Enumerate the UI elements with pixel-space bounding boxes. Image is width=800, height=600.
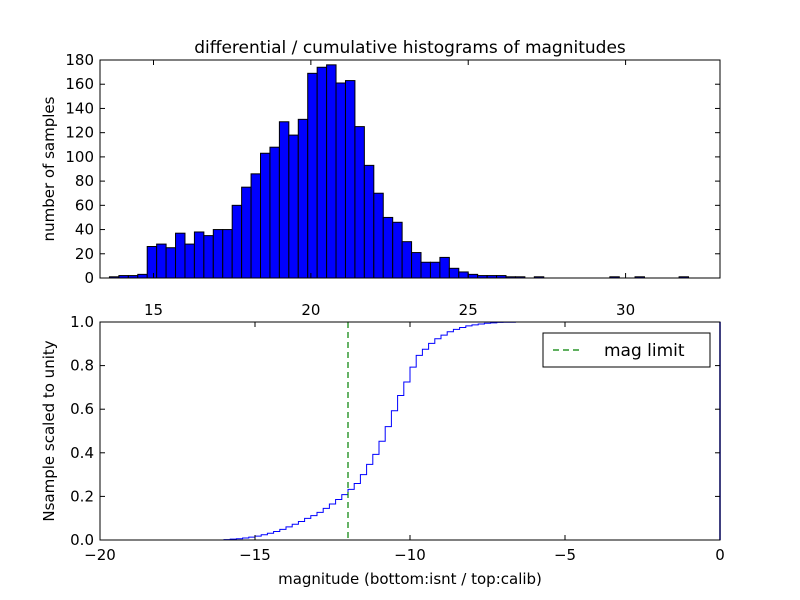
bottom-x-tick-label: 0	[715, 546, 725, 564]
top-y-tick-label: 120	[65, 124, 94, 142]
histogram-bar	[175, 232, 186, 279]
top-y-tick-label: 180	[65, 51, 94, 69]
histogram-bar	[165, 247, 177, 279]
chart-title: differential / cumulative histograms of …	[194, 38, 626, 58]
bottom-y-tick-label: 0.8	[70, 357, 94, 375]
x-axis-label: magnitude (bottom:isnt / top:calib)	[278, 570, 542, 588]
histogram-bar	[222, 229, 233, 279]
histogram-bar	[241, 186, 252, 279]
histogram-bar	[269, 146, 280, 279]
histogram-bar	[146, 246, 158, 279]
bottom-x-tick-label: −10	[394, 546, 426, 564]
bottom-plot-frame	[99, 321, 721, 541]
bottom-y-tick-label: 0.4	[70, 444, 94, 462]
legend: mag limit	[542, 332, 711, 368]
top-y-tick-label: 100	[65, 148, 94, 166]
top-x-tick-label: 30	[616, 301, 635, 319]
histogram-bar	[467, 273, 479, 279]
top-x-tick-label: 15	[144, 301, 163, 319]
bottom-x-tick-label: −20	[84, 546, 116, 564]
histogram-bar	[316, 66, 328, 279]
histogram-bar	[250, 173, 262, 279]
histogram-bar	[203, 235, 214, 279]
cumulative-step-line	[100, 321, 720, 541]
histogram-bar	[382, 216, 394, 279]
histogram-bar	[137, 273, 148, 279]
histogram-bar	[392, 221, 403, 279]
histogram-bar	[278, 121, 290, 279]
top-x-tick-label: 25	[459, 301, 478, 319]
bottom-x-tick-label: −5	[554, 546, 576, 564]
top-y-tick-label: 20	[75, 245, 94, 263]
top-y-axis-label: number of samples	[40, 96, 58, 241]
top-y-tick-label: 60	[75, 196, 94, 214]
histogram-bar	[260, 152, 271, 279]
histogram-bar	[458, 271, 469, 279]
legend-label-mag-limit: mag limit	[604, 341, 685, 361]
histogram-bar	[231, 204, 243, 279]
bottom-y-axis-label: Nsample scaled to unity	[40, 340, 58, 521]
histogram-bar	[288, 134, 299, 279]
bottom-y-tick-label: 1.0	[70, 313, 94, 331]
top-plot-frame	[99, 59, 721, 279]
top-y-tick-label: 140	[65, 99, 94, 117]
bottom-axis-ticks: 0.0 0.2 0.4 0.6 0.8 1.0 −20 −15 −10 −5 0	[70, 313, 725, 564]
histogram-bar	[439, 256, 450, 279]
histogram-bar	[401, 241, 413, 279]
histogram-bar	[184, 243, 195, 279]
histogram-bar	[307, 72, 318, 279]
top-y-tick-label: 80	[75, 172, 94, 190]
histogram-bar	[373, 192, 384, 279]
top-x-tick-label: 20	[301, 301, 320, 319]
bottom-y-tick-label: 0.0	[70, 531, 94, 549]
histogram-bars	[108, 64, 690, 279]
histogram-bar	[297, 118, 309, 279]
top-y-tick-label: 0	[84, 269, 94, 287]
histogram-bar	[156, 243, 167, 279]
histogram-bar	[344, 80, 356, 279]
bottom-y-tick-label: 0.6	[70, 400, 94, 418]
cumulative-histogram-panel: 0.0 0.2 0.4 0.6 0.8 1.0 −20 −15 −10 −5 0 Nsample s…	[40, 313, 725, 588]
top-y-tick-label: 160	[65, 75, 94, 93]
legend-box	[542, 332, 711, 368]
histogram-bar	[363, 164, 375, 279]
histogram-bar	[193, 231, 205, 279]
histogram-bar	[411, 252, 422, 279]
differential-histogram-panel: 0 20 40 60 80 100 120 140 160 180 15 20 25 30 number …	[40, 51, 721, 319]
bottom-y-tick-label: 0.2	[70, 487, 94, 505]
histogram-bar	[212, 229, 224, 279]
histogram-bar	[448, 267, 460, 279]
histogram-bar	[326, 64, 337, 279]
top-y-tick-label: 40	[75, 221, 94, 239]
histogram-bar	[420, 261, 431, 279]
histogram-bar	[335, 82, 346, 279]
histogram-bar	[354, 126, 365, 279]
histogram-bar	[429, 261, 441, 279]
bottom-x-tick-label: −15	[239, 546, 271, 564]
